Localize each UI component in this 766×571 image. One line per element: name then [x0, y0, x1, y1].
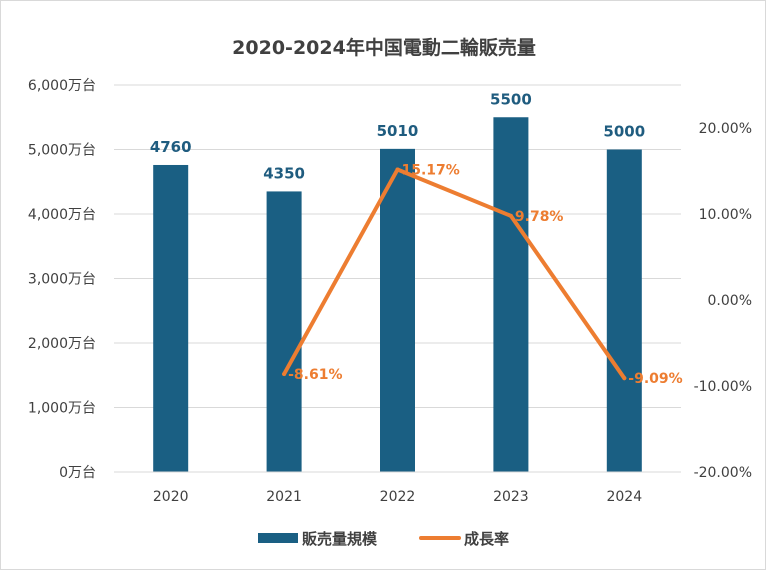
y-left-tick-label: 0万台 [59, 465, 96, 481]
y-right-tick-label: -20.00% [694, 465, 752, 481]
growth-rate-line [282, 167, 627, 381]
x-tick-label: 2021 [266, 489, 302, 505]
x-tick-label: 2023 [493, 489, 529, 505]
line-point [508, 213, 513, 218]
bar-data-label: 5010 [377, 122, 419, 140]
left-axis: 0万台 1,000万台 2,000万台 3,000万台 4,000万台 5,000万台 6,… [28, 78, 96, 481]
y-left-tick-label: 1,000万台 [28, 401, 96, 417]
bar-data-label: 4350 [263, 164, 305, 182]
y-left-tick-label: 3,000万台 [28, 272, 96, 288]
line-data-label: 15.17% [402, 163, 460, 179]
bar [266, 191, 302, 473]
y-left-tick-label: 4,000万台 [28, 207, 96, 223]
legend-label: 成長率 [464, 530, 509, 548]
x-tick-label: 2022 [380, 489, 416, 505]
line-data-label: 9.78% [515, 209, 564, 225]
line-data-label: -8.61% [288, 367, 342, 383]
x-tick-label: 2020 [153, 489, 189, 505]
y-left-tick-label: 6,000万台 [28, 78, 96, 94]
bar [380, 148, 415, 473]
y-left-tick-label: 5,000万台 [28, 143, 96, 159]
line-point [282, 372, 287, 377]
bar-data-label: 5000 [603, 123, 645, 141]
bar [606, 149, 642, 472]
y-right-tick-label: 20.00% [699, 121, 752, 137]
chart-title: 2020-2024年中国電動二輪販売量 [232, 36, 536, 59]
line-point [622, 376, 627, 381]
right-axis: -20.00% -10.00% 0.00% 10.00% 20.00% [694, 121, 752, 481]
legend-label: 販売量規模 [302, 530, 378, 548]
bar-series: 4760 4350 5010 5500 5000 [150, 90, 645, 473]
y-left-tick-label: 2,000万台 [28, 336, 96, 352]
line-data-label: -9.09% [628, 371, 682, 387]
bar-data-label: 5500 [490, 90, 532, 108]
bar [153, 164, 189, 473]
y-right-tick-label: 10.00% [699, 207, 752, 223]
bar-data-label: 4760 [150, 138, 192, 156]
x-axis: 2020 2021 2022 2023 2024 [153, 489, 642, 505]
legend: 販売量規模 成長率 [258, 530, 509, 548]
bar [493, 117, 529, 472]
y-right-tick-label: 0.00% [708, 293, 752, 309]
y-right-tick-label: -10.00% [694, 379, 752, 395]
line-point [395, 167, 400, 172]
legend-bar-swatch [258, 533, 298, 543]
x-tick-label: 2024 [606, 489, 642, 505]
line-series: -8.61% 15.17% 9.78% -9.09% [282, 163, 683, 387]
